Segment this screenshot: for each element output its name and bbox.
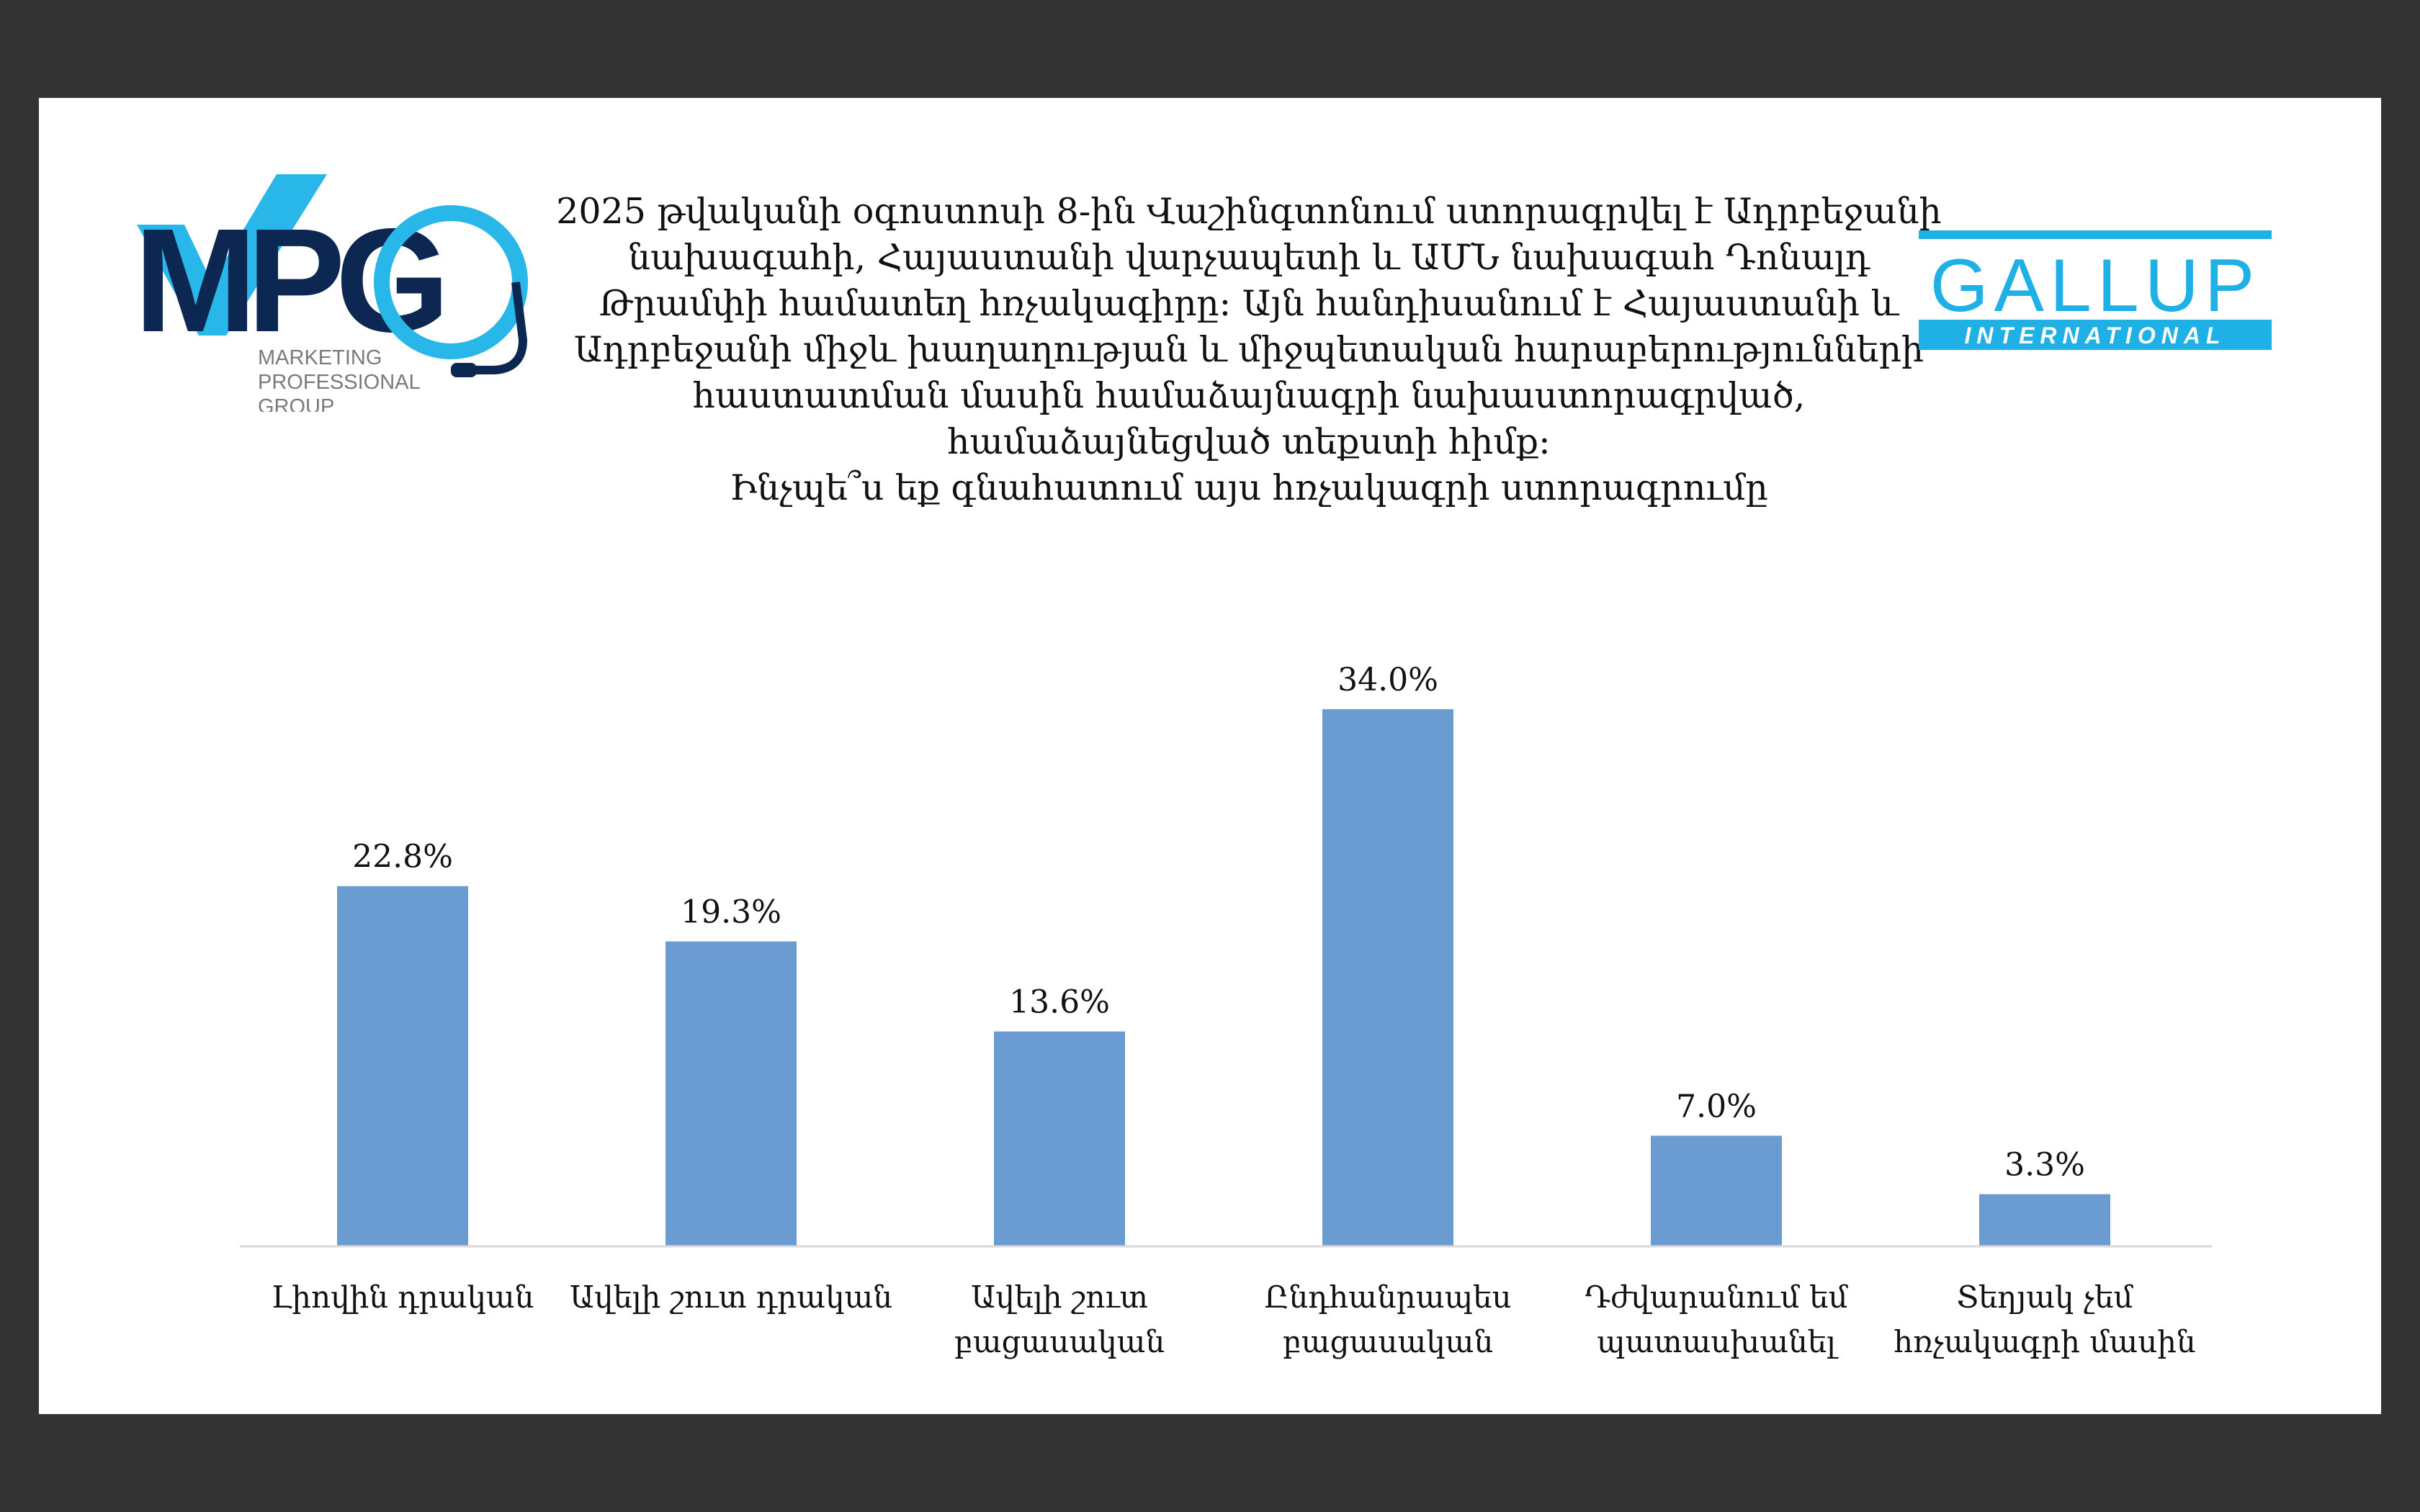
gallup-logo: GALLUP INTERNATIONAL — [1919, 230, 2272, 350]
mpg-caption-3: GROUP — [258, 395, 334, 412]
category-label-3-line-2: բացասական — [954, 1324, 1165, 1359]
category-label-4-line-2: բացասական — [1283, 1324, 1493, 1359]
mpg-caption-2: PROFESSIONAL — [258, 371, 421, 394]
title-line-2: նախագահի, Հայաստանի վարչապետի և ԱՄՆ նախա… — [627, 237, 1870, 278]
value-label-1: 22.8% — [352, 839, 453, 876]
bar-2 — [666, 941, 797, 1246]
bar-6 — [1979, 1194, 2110, 1246]
mpg-logo: MPG MARKETING PROFESSIONAL GROUP — [134, 174, 528, 412]
category-label-3-line-1: Ավելի շուտ — [971, 1279, 1148, 1315]
value-label-6: 3.3% — [2004, 1147, 2085, 1184]
bar-5 — [1651, 1135, 1782, 1246]
category-label-2-line-1: Ավելի շուտ դրական — [570, 1279, 892, 1315]
title-line-7: Ինչպե՞ս եք գնահատում այս հռչակագրի ստորա… — [730, 467, 1768, 508]
gallup-wordmark: GALLUP — [1930, 244, 2260, 328]
value-label-3: 13.6% — [1009, 984, 1110, 1021]
title-line-6: համաձայնեցված տեքստի հիմք։ — [947, 421, 1551, 462]
bar-1 — [337, 886, 468, 1246]
headset-mic-icon — [472, 282, 528, 374]
mpg-check-mark — [137, 174, 327, 336]
slide: MPG MARKETING PROFESSIONAL GROUP 2025 թվ… — [39, 98, 2381, 1414]
bar-chart: 22.8% 19.3% 13.6% 34.0% 7.0% 3.3% Լիովին դրակ… — [240, 662, 2212, 1359]
chart-title: 2025 թվականի օգոստոսի 8-ին Վաշինգտոնում … — [485, 189, 2012, 511]
title-line-1: 2025 թվականի օգոստոսի 8-ին Վաշինգտոնում … — [556, 191, 1942, 232]
category-label-5-line-2: պատասխանել — [1597, 1324, 1839, 1359]
bar-3 — [994, 1031, 1125, 1246]
value-label-4: 34.0% — [1337, 662, 1438, 698]
value-label-5: 7.0% — [1676, 1088, 1757, 1125]
value-labels: 22.8% 19.3% 13.6% 34.0% 7.0% 3.3% — [352, 662, 2085, 1184]
mpg-caption-1: MARKETING — [258, 346, 382, 369]
title-line-5: հաստատման մասին համաձայնագրի նախաստորագր… — [692, 375, 1806, 416]
category-label-5-line-1: Դժվարանում եմ — [1585, 1279, 1848, 1315]
category-label-6-line-1: Տեղյակ չեմ — [1956, 1279, 2133, 1315]
value-label-2: 19.3% — [681, 894, 781, 931]
category-label-4-line-1: Ընդհանրապես — [1264, 1279, 1511, 1315]
title-line-4: Ադրբեջանի միջև խաղաղության և միջպետական … — [573, 329, 1924, 370]
category-labels: Լիովին դրական Ավելի շուտ դրական Ավելի շուտ… — [272, 1279, 2196, 1359]
bar-series — [337, 709, 2110, 1246]
title-line-3: Թրամփի համատեղ հռչակագիրը։ Այն հանդիսանո… — [599, 283, 1899, 324]
category-label-1-line-1: Լիովին դրական — [272, 1279, 534, 1315]
gallup-subtitle: INTERNATIONAL — [1965, 323, 2226, 348]
category-label-6-line-2: հռչակագրի մասին — [1894, 1324, 2195, 1359]
bar-4 — [1322, 709, 1453, 1246]
